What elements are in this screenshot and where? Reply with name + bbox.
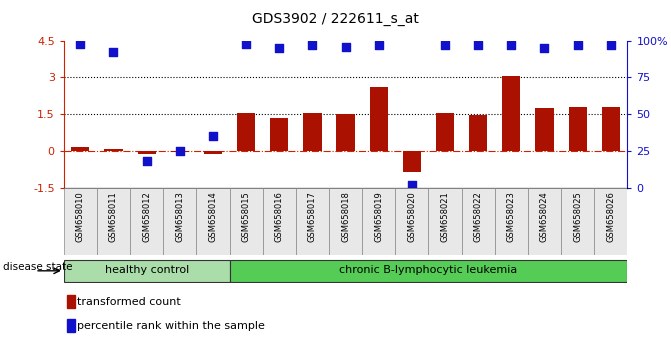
Bar bbox=[528, 188, 561, 255]
Bar bbox=[64, 188, 97, 255]
Bar bbox=[229, 260, 627, 282]
Bar bbox=[97, 188, 130, 255]
Bar bbox=[436, 113, 454, 151]
Point bbox=[572, 42, 583, 48]
Bar bbox=[229, 188, 262, 255]
Text: GSM658021: GSM658021 bbox=[441, 191, 450, 242]
Bar bbox=[64, 260, 229, 282]
Point bbox=[241, 41, 252, 46]
Point bbox=[605, 42, 616, 48]
Text: GSM658016: GSM658016 bbox=[274, 191, 284, 242]
Text: GSM658018: GSM658018 bbox=[341, 191, 350, 242]
Text: chronic B-lymphocytic leukemia: chronic B-lymphocytic leukemia bbox=[340, 265, 517, 275]
Text: GSM658017: GSM658017 bbox=[308, 191, 317, 242]
Bar bbox=[204, 151, 222, 154]
Point bbox=[539, 45, 550, 51]
Text: GSM658022: GSM658022 bbox=[474, 191, 482, 242]
Text: GSM658014: GSM658014 bbox=[209, 191, 217, 242]
Point bbox=[473, 42, 484, 48]
Bar bbox=[502, 76, 521, 151]
Point bbox=[174, 148, 185, 154]
Text: transformed count: transformed count bbox=[77, 297, 181, 307]
Bar bbox=[303, 113, 321, 151]
Point bbox=[340, 44, 351, 50]
Text: percentile rank within the sample: percentile rank within the sample bbox=[77, 321, 265, 331]
Bar bbox=[237, 113, 255, 151]
Bar bbox=[67, 319, 75, 332]
Text: GSM658026: GSM658026 bbox=[607, 191, 615, 242]
Bar bbox=[362, 188, 395, 255]
Text: GSM658025: GSM658025 bbox=[573, 191, 582, 242]
Point bbox=[407, 182, 417, 188]
Bar bbox=[170, 151, 189, 152]
Point bbox=[75, 41, 86, 46]
Bar bbox=[535, 108, 554, 151]
Bar bbox=[71, 147, 89, 151]
Bar bbox=[67, 295, 75, 308]
Bar bbox=[262, 188, 296, 255]
Bar bbox=[329, 188, 362, 255]
Text: disease state: disease state bbox=[3, 262, 73, 272]
Text: GSM658020: GSM658020 bbox=[407, 191, 417, 242]
Point bbox=[207, 133, 218, 139]
Point bbox=[506, 42, 517, 48]
Point bbox=[108, 50, 119, 55]
Bar bbox=[403, 151, 421, 172]
Bar bbox=[163, 188, 197, 255]
Text: GSM658019: GSM658019 bbox=[374, 191, 383, 242]
Bar bbox=[270, 118, 289, 151]
Text: GSM658012: GSM658012 bbox=[142, 191, 151, 242]
Bar bbox=[197, 188, 229, 255]
Bar bbox=[462, 188, 495, 255]
Bar bbox=[469, 115, 487, 151]
Bar bbox=[370, 87, 388, 151]
Bar bbox=[495, 188, 528, 255]
Bar bbox=[395, 188, 429, 255]
Text: GSM658023: GSM658023 bbox=[507, 191, 516, 242]
Bar bbox=[130, 188, 163, 255]
Point bbox=[307, 42, 318, 48]
Text: GSM658024: GSM658024 bbox=[540, 191, 549, 242]
Point bbox=[142, 158, 152, 164]
Bar bbox=[296, 188, 329, 255]
Bar bbox=[561, 188, 595, 255]
Bar bbox=[105, 149, 123, 151]
Text: GSM658010: GSM658010 bbox=[76, 191, 85, 242]
Text: GSM658013: GSM658013 bbox=[175, 191, 185, 242]
Bar bbox=[568, 107, 586, 151]
Point bbox=[373, 42, 384, 48]
Text: GSM658011: GSM658011 bbox=[109, 191, 118, 242]
Point bbox=[440, 42, 450, 48]
Text: healthy control: healthy control bbox=[105, 265, 189, 275]
Bar bbox=[595, 188, 627, 255]
Bar bbox=[429, 188, 462, 255]
Text: GSM658015: GSM658015 bbox=[242, 191, 250, 242]
Text: GDS3902 / 222611_s_at: GDS3902 / 222611_s_at bbox=[252, 12, 419, 27]
Bar bbox=[602, 107, 620, 151]
Bar bbox=[138, 151, 156, 154]
Bar bbox=[336, 114, 355, 151]
Point bbox=[274, 45, 285, 51]
